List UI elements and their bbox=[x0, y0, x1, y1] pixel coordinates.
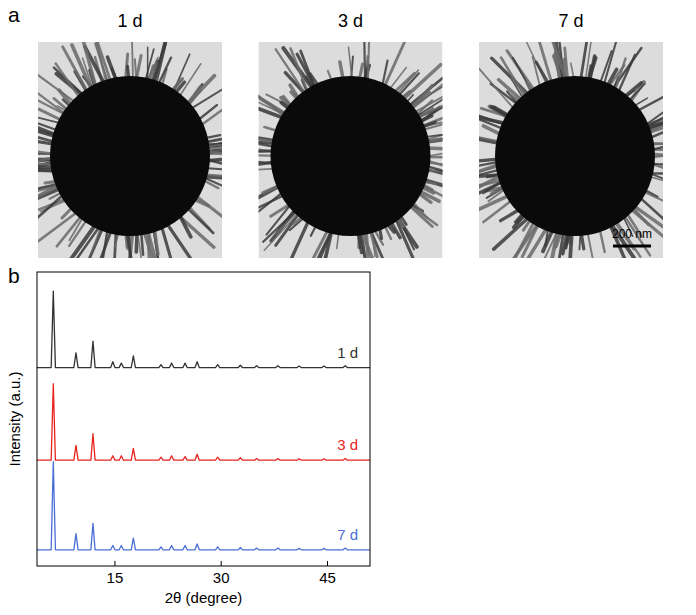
image-title: 3 d bbox=[338, 11, 363, 31]
panel-letter: b bbox=[8, 264, 20, 287]
xrd-pattern bbox=[37, 291, 370, 367]
tem-image bbox=[38, 42, 222, 258]
y-axis-title: Intensity (a.u.) bbox=[6, 371, 23, 466]
sphere bbox=[50, 76, 210, 236]
x-tick bbox=[114, 561, 115, 566]
image-title: 7 d bbox=[558, 11, 583, 31]
tem-image bbox=[479, 42, 663, 258]
tem-image bbox=[259, 42, 443, 258]
sphere bbox=[271, 76, 431, 236]
plot-frame bbox=[37, 272, 370, 566]
image-background bbox=[479, 42, 663, 258]
series-label: 3 d bbox=[337, 436, 358, 453]
x-tick-label: 15 bbox=[107, 569, 124, 586]
image-background bbox=[38, 42, 222, 258]
panel-letter: a bbox=[8, 3, 20, 26]
xrd-pattern bbox=[37, 384, 370, 460]
lines bbox=[37, 291, 370, 550]
figure: a 1 d 3 d 7 d 200 nm b 1 d 3 d 7 d 15 30 45 2θ (degr… bbox=[0, 0, 696, 615]
x-tick-label: 45 bbox=[319, 569, 336, 586]
xrd-pattern bbox=[37, 462, 370, 550]
sphere bbox=[495, 76, 655, 236]
image-background bbox=[259, 42, 443, 258]
x-axis-title: 2θ (degree) bbox=[165, 589, 243, 606]
x-tick-label: 30 bbox=[213, 569, 230, 586]
spike bbox=[399, 65, 440, 103]
spike bbox=[264, 209, 302, 250]
series-label: 7 d bbox=[337, 526, 358, 543]
scale-bar bbox=[613, 245, 651, 248]
image-title: 1 d bbox=[117, 11, 142, 31]
scale-bar-label: 200 nm bbox=[612, 227, 652, 241]
x-tick bbox=[221, 561, 222, 566]
series-label: 1 d bbox=[337, 344, 358, 361]
spike bbox=[492, 58, 532, 98]
x-tick bbox=[327, 561, 328, 566]
